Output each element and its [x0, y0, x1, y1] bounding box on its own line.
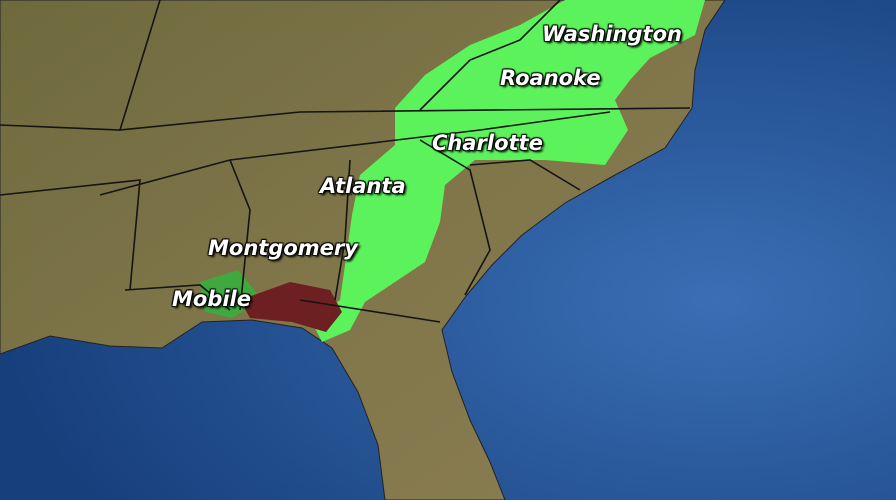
- border-fl: [299, 299, 441, 323]
- border-ms-al: [229, 159, 251, 311]
- city-label-roanoke: Roanoke: [500, 66, 601, 90]
- city-label-montgomery: Montgomery: [208, 236, 358, 260]
- state-borders: [0, 0, 691, 323]
- border-tn-south: [99, 111, 611, 196]
- city-label-charlotte: Charlotte: [432, 131, 543, 155]
- border-ar-la: [0, 179, 141, 291]
- rain-area-light: [312, 0, 705, 342]
- city-label-mobile: Mobile: [172, 287, 251, 311]
- border-va-wv: [419, 0, 561, 111]
- border-nc-sc: [469, 159, 581, 191]
- border-ga-sc: [419, 139, 491, 296]
- border-tn-ky: [119, 107, 691, 131]
- city-label-atlanta: Atlanta: [320, 174, 406, 198]
- border-west: [0, 0, 161, 131]
- city-label-washington: Washington: [542, 22, 682, 46]
- border-ms-la: [124, 284, 231, 311]
- border-al-ga: [334, 159, 351, 301]
- rain-area-heavy: [240, 282, 342, 332]
